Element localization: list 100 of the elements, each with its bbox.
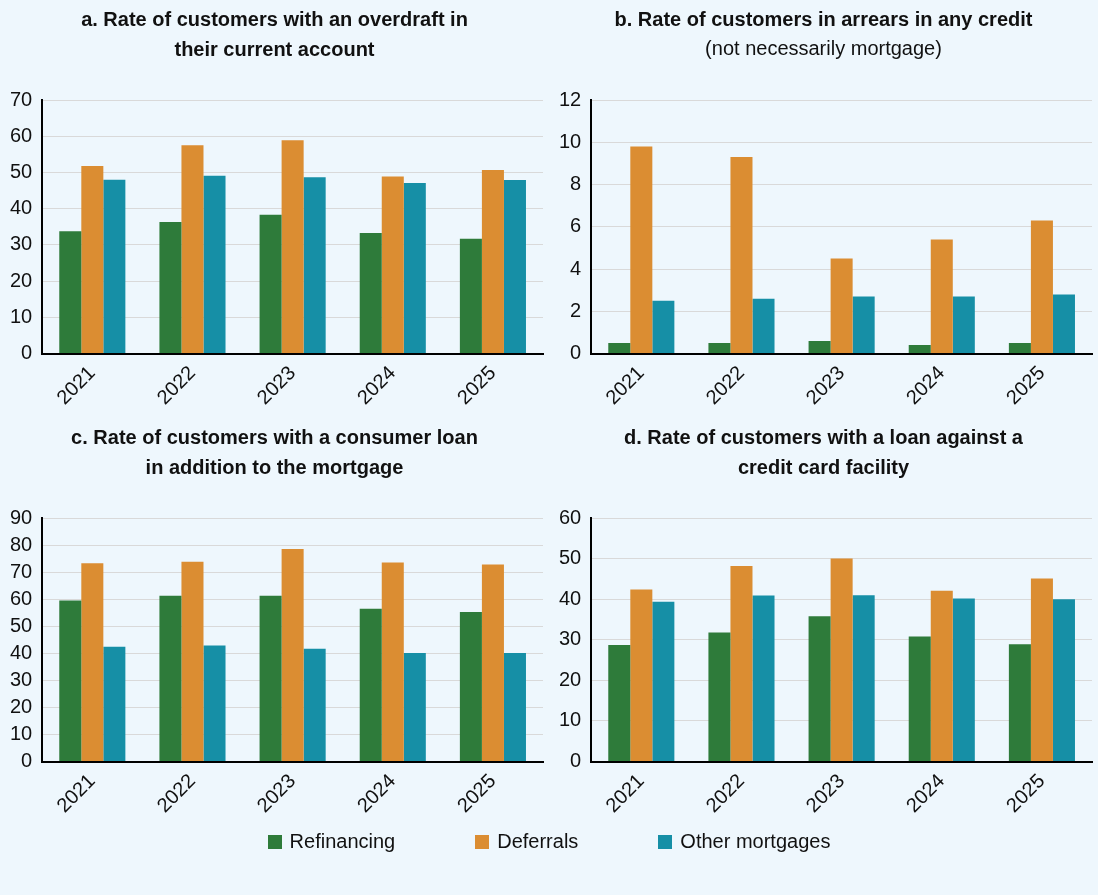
bar [181, 145, 204, 354]
y-tick-label: 60 [10, 586, 33, 609]
chart-title: d. Rate of customers with a loan against a credit card facility [623, 425, 1024, 480]
bar [708, 343, 731, 354]
bar [630, 146, 653, 354]
y-tick-label: 30 [559, 627, 582, 650]
y-tick-label: 4 [570, 256, 582, 279]
y-tick-label: 50 [10, 159, 33, 182]
y-tick-label: 40 [559, 586, 582, 609]
legend-label: Other mortgages [679, 830, 831, 853]
y-tick-label: 12 [559, 87, 582, 110]
bar [908, 345, 931, 354]
y-tick-label: 0 [570, 749, 582, 772]
y-tick-label: 20 [10, 694, 33, 717]
bar [59, 600, 82, 762]
y-tick-label: 50 [10, 613, 33, 636]
bar [1008, 343, 1031, 354]
bar [481, 564, 504, 762]
chart-title: b. Rate of customers in arrears in any credit [614, 7, 1033, 32]
bar [259, 214, 282, 354]
bar [459, 238, 482, 354]
bar [930, 590, 953, 762]
y-tick-label: 90 [10, 505, 33, 528]
y-tick-label: 0 [21, 749, 33, 772]
bar [908, 636, 931, 762]
bar [608, 343, 631, 354]
y-tick-label: 2 [570, 298, 582, 321]
bar [381, 176, 404, 354]
bar [730, 157, 753, 354]
bar [203, 645, 226, 762]
bar [1052, 599, 1075, 762]
bar [1030, 220, 1053, 354]
legend-label: Deferrals [496, 830, 579, 853]
bar [503, 180, 526, 354]
bar [103, 646, 126, 762]
y-tick-label: 40 [10, 640, 33, 663]
y-tick-label: 40 [10, 196, 33, 219]
y-tick-label: 0 [21, 341, 33, 364]
bar [303, 177, 326, 354]
bar [930, 239, 953, 354]
bar [852, 595, 875, 762]
bar [159, 222, 182, 354]
bar [103, 179, 126, 354]
y-tick-label: 6 [570, 214, 582, 237]
bar [1008, 644, 1031, 762]
bar [481, 169, 504, 354]
y-tick-label: 60 [10, 123, 33, 146]
bar [830, 258, 853, 354]
y-tick-label: 70 [10, 87, 33, 110]
y-tick-label: 10 [10, 304, 33, 327]
bar [830, 558, 853, 762]
bar [730, 565, 753, 762]
bar [708, 632, 731, 762]
bar [1030, 578, 1053, 762]
bar [381, 562, 404, 762]
bar [81, 165, 104, 354]
bar [752, 298, 775, 354]
bar [630, 589, 653, 762]
bar [652, 601, 675, 762]
bar [808, 616, 831, 762]
chart-subtitle: (not necessarily mortgage) [705, 36, 942, 61]
bar [403, 182, 426, 354]
bar [808, 340, 831, 354]
y-tick-label: 20 [10, 268, 33, 291]
bar [952, 296, 975, 354]
y-tick-label: 50 [559, 546, 582, 569]
bar [1052, 294, 1075, 354]
bar [203, 175, 226, 354]
y-tick-label: 10 [10, 722, 33, 745]
y-tick-label: 80 [10, 532, 33, 555]
bar [403, 653, 426, 762]
bar [359, 608, 382, 762]
chart-title: c. Rate of customers with a consumer loan in addition to the mortgage [70, 425, 479, 480]
chart-title: a. Rate of customers with an overdraft in their current account [80, 7, 469, 62]
bar [59, 231, 82, 354]
bar [159, 595, 182, 762]
bar [459, 611, 482, 762]
y-tick-label: 60 [559, 505, 582, 528]
y-tick-label: 0 [570, 341, 582, 364]
bar [952, 598, 975, 762]
bar [503, 653, 526, 762]
bar [752, 595, 775, 762]
y-tick-label: 10 [559, 708, 582, 731]
bar [359, 232, 382, 354]
y-tick-label: 30 [10, 232, 33, 255]
bar [281, 549, 304, 762]
y-tick-label: 70 [10, 559, 33, 582]
y-tick-label: 20 [559, 667, 582, 690]
bar [259, 595, 282, 762]
bar [608, 645, 631, 762]
bar [281, 140, 304, 354]
y-tick-label: 10 [559, 129, 582, 152]
bar [181, 561, 204, 762]
y-tick-label: 30 [10, 667, 33, 690]
bar [303, 648, 326, 762]
legend-label: Refinancing [288, 830, 396, 853]
bar [652, 300, 675, 354]
bar [81, 563, 104, 762]
y-tick-label: 8 [570, 172, 582, 195]
bar [852, 296, 875, 354]
